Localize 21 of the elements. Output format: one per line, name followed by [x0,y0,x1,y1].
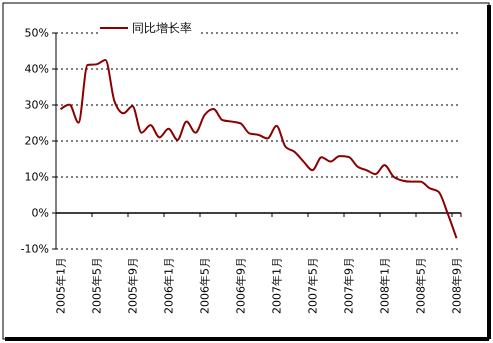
x-tick-label: 2005年5月 [90,257,104,314]
x-tick-label: 2006年5月 [198,257,212,314]
x-tick-label: 2008年1月 [378,257,392,314]
x-tick-label: 2005年1月 [54,257,68,314]
x-tick-label: 2006年9月 [234,257,248,314]
y-tick-label: 30% [24,98,49,112]
y-tick-label: 20% [24,134,49,148]
y-tick-label: -10% [20,242,49,256]
legend-label: 同比增长率 [132,21,192,35]
y-tick-label: 50% [24,26,49,40]
line-series [60,59,458,240]
y-tick-label: 0% [32,206,49,220]
y-tick-label: 40% [24,62,49,76]
x-tick-label: 2007年9月 [342,257,356,314]
x-tick-label: 2005年9月 [126,257,140,314]
x-tick-label: 2006年1月 [162,257,176,314]
x-tick-label: 2007年5月 [306,257,320,314]
x-tick-label: 2008年9月 [450,257,464,314]
y-tick-label: 10% [24,170,49,184]
x-tick-label: 2007年1月 [270,257,284,314]
x-tick-label: 2008年5月 [414,257,428,314]
